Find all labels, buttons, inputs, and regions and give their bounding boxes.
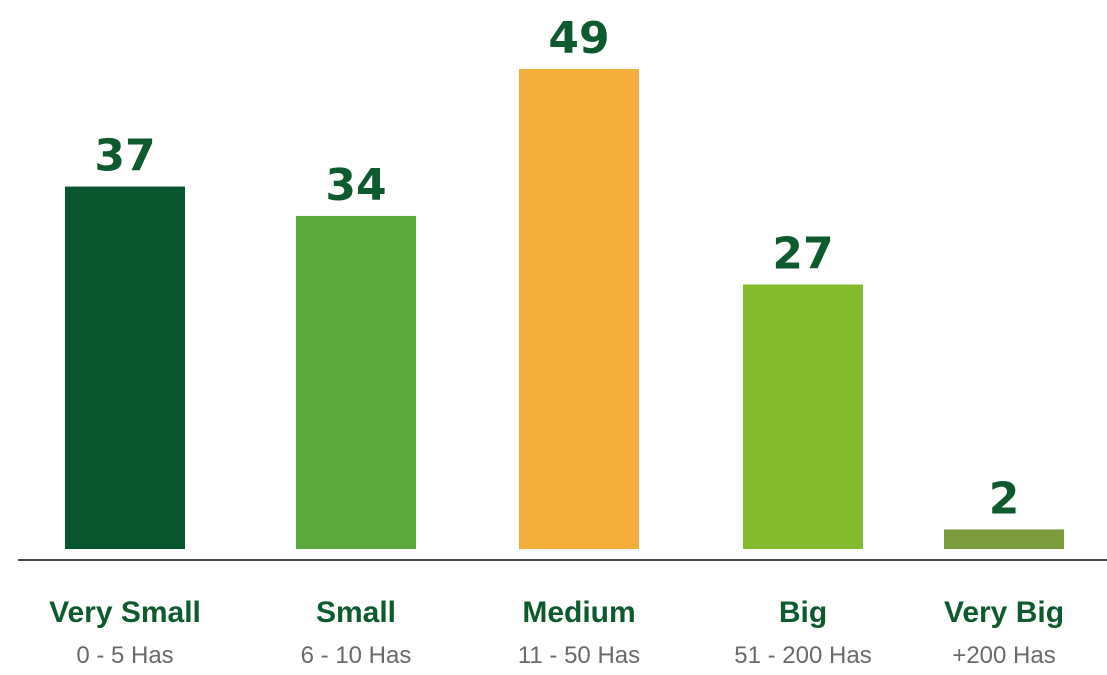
bar-very-big <box>944 529 1064 549</box>
range-label-medium: 11 - 50 Has <box>518 642 640 669</box>
value-label-very-big: 2 <box>989 473 1020 524</box>
range-label-very-small: 0 - 5 Has <box>76 642 173 669</box>
category-label-very-big: Very Big <box>944 596 1064 629</box>
value-label-small: 34 <box>325 160 386 211</box>
category-label-very-small: Very Small <box>49 596 201 629</box>
bar-medium <box>519 69 639 549</box>
bars <box>65 69 1064 549</box>
range-label-small: 6 - 10 Has <box>301 642 412 669</box>
value-label-big: 27 <box>772 229 833 280</box>
category-label-small: Small <box>316 596 396 629</box>
category-label-medium: Medium <box>522 596 635 629</box>
bar-big <box>743 284 863 549</box>
bar-small <box>296 215 416 549</box>
range-label-very-big: +200 Has <box>952 642 1055 669</box>
category-label-big: Big <box>779 596 827 629</box>
bar-very-small <box>65 186 185 549</box>
value-label-very-small: 37 <box>94 131 155 182</box>
labels: 37 Very Small 0 - 5 Has 34 Small 6 - 10 Has 49… <box>49 13 1064 669</box>
value-label-medium: 49 <box>548 13 609 64</box>
range-label-big: 51 - 200 Has <box>734 642 871 669</box>
